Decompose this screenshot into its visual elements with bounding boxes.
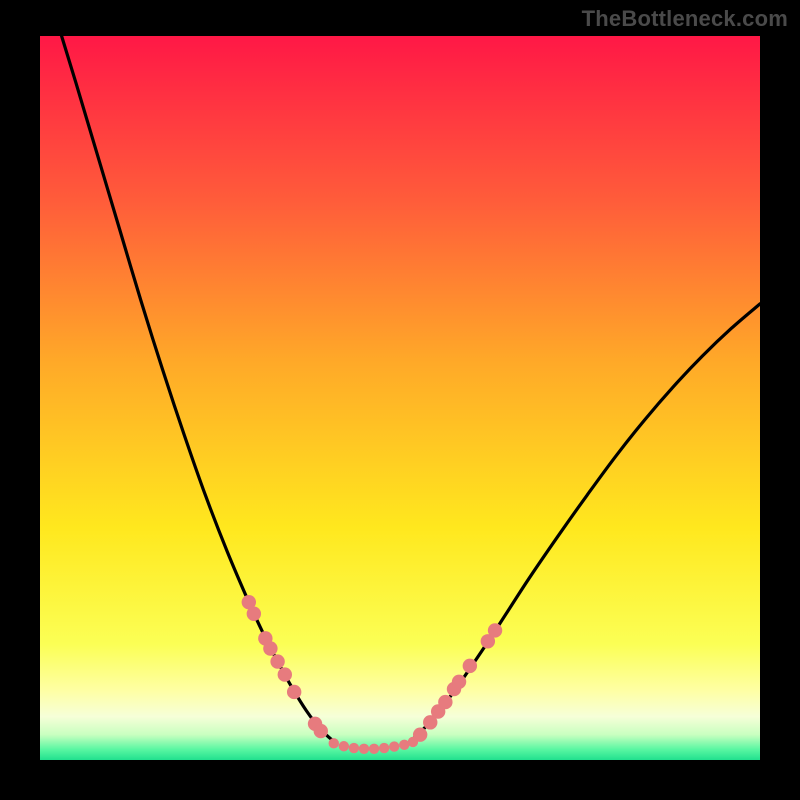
data-marker bbox=[278, 667, 292, 681]
data-marker bbox=[379, 743, 389, 753]
plot-background bbox=[40, 36, 760, 760]
data-marker bbox=[349, 743, 359, 753]
data-marker bbox=[389, 741, 399, 751]
data-marker bbox=[329, 738, 339, 748]
data-marker bbox=[408, 737, 418, 747]
chart-stage: TheBottleneck.com bbox=[0, 0, 800, 800]
data-marker bbox=[463, 659, 477, 673]
data-marker bbox=[287, 685, 301, 699]
data-marker bbox=[314, 724, 328, 738]
data-marker bbox=[263, 641, 277, 655]
watermark-text: TheBottleneck.com bbox=[582, 6, 788, 32]
data-marker bbox=[452, 675, 466, 689]
data-marker bbox=[247, 607, 261, 621]
data-marker bbox=[359, 744, 369, 754]
data-marker bbox=[369, 744, 379, 754]
data-marker bbox=[438, 695, 452, 709]
data-marker bbox=[270, 654, 284, 668]
data-marker bbox=[488, 623, 502, 637]
data-marker bbox=[339, 741, 349, 751]
chart-svg bbox=[0, 0, 800, 800]
